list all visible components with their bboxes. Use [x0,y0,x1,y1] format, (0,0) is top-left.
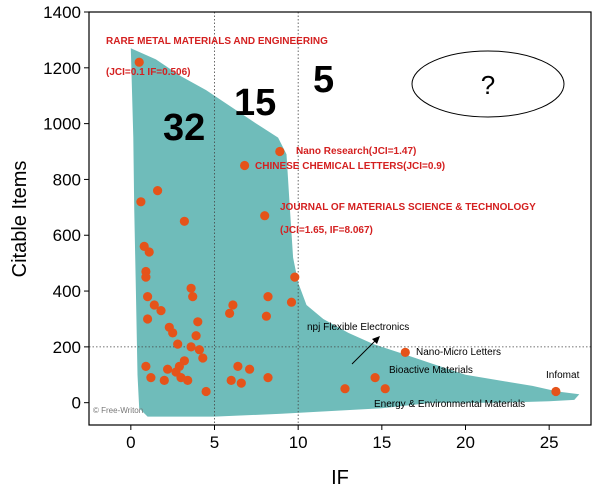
annotation-bioactive-materials: Bioactive Materials [389,365,473,376]
y-tick-label: 800 [53,170,81,189]
x-tick-label: 10 [289,433,308,452]
data-point [263,292,273,302]
data-point [240,160,250,171]
data-point [261,311,271,321]
data-points [134,57,561,397]
shaded-region [130,48,580,417]
data-point [143,314,153,324]
data-point [159,375,169,385]
data-point [168,328,178,338]
data-point [225,308,235,318]
data-point [193,317,203,327]
y-tick-label: 1400 [43,3,81,22]
data-point [263,373,273,383]
annotation-rare-metal: RARE METAL MATERIALS AND ENGINEERING [106,36,328,47]
data-point [201,386,211,397]
data-point [226,375,236,385]
data-point [400,347,410,357]
data-point [149,300,159,310]
data-point [228,300,238,310]
data-point [370,373,380,383]
annotation-nano-micro-letters: Nano-Micro Letters [416,347,501,358]
unknown-region-ellipse [411,50,565,118]
data-point [198,353,208,363]
data-point [380,384,390,394]
region-count-middle: 15 [234,82,276,124]
x-tick-label: 25 [540,433,559,452]
watermark: © Free-Writon [93,406,143,415]
axis-ticks: 0 5 10 15 20 25 0 200 400 600 800 1000 1200 1400 [43,3,558,452]
data-point [144,247,154,257]
data-point [275,146,285,157]
annotation-chinese-chemical-letters: CHINESE CHEMICAL LETTERS(JCI=0.9) [255,161,445,172]
data-point [191,331,201,341]
annotation-jmst-jci: (JCI=1.65, IF=8.067) [280,225,373,236]
data-point [186,342,196,352]
data-point [136,197,146,207]
x-tick-label: 15 [372,433,391,452]
y-tick-label: 1000 [43,115,81,134]
data-point [176,373,186,383]
npj-arrow-head [372,336,380,344]
unknown-marker: ? [481,70,495,100]
x-axis-title: IF [331,467,349,489]
data-point [186,283,196,293]
annotation-npj-flexible-electronics: npj Flexible Electronics [307,322,409,333]
data-point [551,386,561,397]
data-point [134,57,144,67]
annotation-nano-research: Nano Research(JCI=1.47) [296,146,416,157]
data-point [141,361,151,371]
annotation-jmst: JOURNAL OF MATERIALS SCIENCE & TECHNOLOG… [280,202,536,213]
x-tick-label: 5 [210,433,219,452]
data-point [236,378,246,388]
y-tick-label: 1200 [43,59,81,78]
data-point [194,345,204,355]
y-tick-label: 200 [53,338,81,357]
data-point [163,364,173,374]
y-tick-label: 400 [53,282,81,301]
y-tick-label: 600 [53,226,81,245]
region-count-left: 32 [163,107,205,149]
data-point [156,306,166,316]
data-point [260,211,270,221]
data-point [188,292,198,302]
data-point [179,216,189,226]
annotation-energy-environmental-materials: Energy & Environmental Materials [374,399,525,410]
data-point [286,297,297,307]
npj-arrow [351,337,379,365]
plot-frame [88,11,592,426]
x-tick-label: 0 [126,433,135,452]
data-point [146,373,156,383]
region-count-right: 5 [313,59,334,101]
annotation-infomat: Infomat [546,370,580,381]
reference-lines [89,12,591,425]
data-point [245,364,255,374]
data-point [340,384,350,394]
data-point [141,272,151,282]
data-point [153,186,163,196]
annotation-rare-metal-jci: (JCI=0.1 IF=0.506) [106,67,191,78]
data-point [143,292,153,302]
data-point [233,361,243,371]
y-tick-label: 0 [72,394,81,413]
region-layer [130,48,580,417]
data-point [290,272,300,282]
data-point [173,339,183,349]
x-tick-label: 20 [456,433,475,452]
y-axis-title: Citable Items [9,161,31,278]
